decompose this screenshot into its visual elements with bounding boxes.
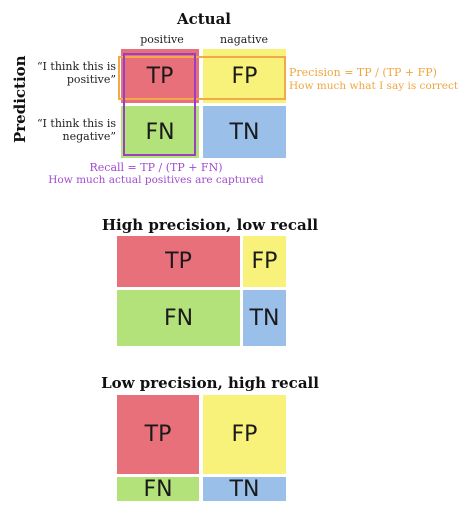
recall-formula: Recall = TP / (TP + FN)	[89, 161, 223, 174]
cell-fn: FN	[121, 106, 199, 158]
middle-cell-fn: FN	[117, 290, 240, 346]
recall-description: How much actual positives are captured	[48, 174, 264, 186]
low-precision-title: Low precision, high recall	[101, 374, 319, 392]
bottom-cell-tn: TN	[203, 477, 286, 502]
middle-cell-tp: TP	[117, 236, 240, 287]
middle-cell-fp: FP	[243, 236, 286, 287]
bottom-cell-tp: TP	[117, 395, 199, 474]
bottom-cell-fp: FP	[203, 395, 286, 474]
column-label-positive: positive	[140, 33, 184, 46]
actual-title: Actual	[176, 10, 232, 28]
precision-description: How much what I say is correct	[289, 80, 459, 92]
middle-cell-tn: TN	[243, 290, 286, 346]
row-label-positive: “I think this is positive”	[36, 60, 116, 86]
cell-tn: TN	[203, 106, 286, 158]
row-label-negative: “I think this is negative”	[36, 117, 116, 143]
precision-formula: Precision = TP / (TP + FP)	[289, 66, 437, 79]
cell-tp: TP	[121, 49, 199, 103]
column-label-negative: nagative	[220, 33, 268, 46]
bottom-cell-fn: FN	[117, 477, 199, 502]
cell-fp: FP	[203, 49, 286, 103]
prediction-title: Prediction	[11, 55, 29, 143]
high-precision-title: High precision, low recall	[101, 216, 319, 234]
